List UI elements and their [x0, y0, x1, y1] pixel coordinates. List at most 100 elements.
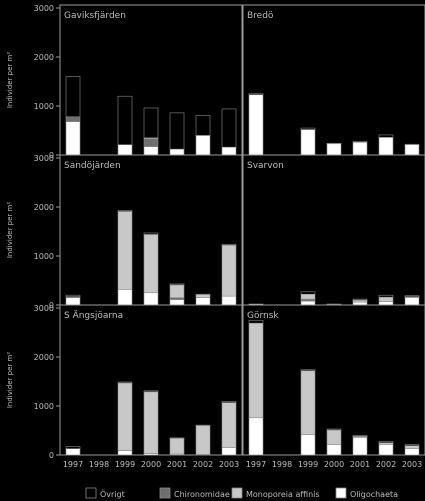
bar-segment-monoporeia-affinis: [195, 425, 211, 455]
bar-segment--vrigt: [300, 369, 316, 372]
bar-segment-oligochaeta: [195, 135, 211, 156]
bar-segment--vrigt: [326, 428, 342, 431]
bar-segment--vrigt: [195, 115, 211, 136]
legend-label: Monoporeia affinis: [246, 490, 320, 499]
y-tick-label: 2000: [34, 203, 54, 212]
x-tick-label: 1998: [272, 460, 292, 469]
bar-segment-oligochaeta: [248, 94, 264, 156]
bar-segment-oligochaeta: [117, 144, 133, 156]
legend-swatch: [335, 487, 347, 499]
bar-segment-oligochaeta: [221, 295, 237, 306]
bar-segment-monoporeia-affinis: [169, 284, 185, 298]
bar-segment-chironomidae: [65, 116, 81, 122]
bar-segment--vrigt: [65, 446, 81, 449]
y-tick-label: 2000: [34, 53, 54, 62]
y-axis-label: Individer per m²: [6, 202, 14, 259]
y-tick-label: 3000: [34, 154, 54, 163]
bar-segment-oligochaeta: [326, 143, 342, 156]
x-tick-label: 1999: [298, 460, 318, 469]
x-tick-label: 2000: [141, 460, 161, 469]
panel-5: S Ängsjöarna 0 1000 2000 3000 Individer per m…: [6, 304, 243, 469]
y-tick-label: 1000: [34, 252, 54, 261]
bar-segment-oligochaeta: [352, 141, 368, 156]
bar-segment--vrigt: [143, 107, 159, 139]
bar-segment-oligochaeta: [117, 289, 133, 306]
legend-swatch: [85, 487, 97, 499]
x-tick-label: 2000: [324, 460, 344, 469]
bar-segment-oligochaeta: [404, 448, 420, 456]
bar-segment-oligochaeta: [378, 301, 394, 306]
bar-segment-oligochaeta: [143, 292, 159, 306]
x-tick-label: 2002: [376, 460, 396, 469]
legend: Övrigt Chironomidae Monoporeia affinis Olig…: [85, 487, 398, 499]
bar-segment-oligochaeta: [143, 146, 159, 156]
bar-segment--vrigt: [65, 76, 81, 118]
bar-segment-monoporeia-affinis: [195, 294, 211, 298]
bar-segment-monoporeia-affinis: [117, 211, 133, 290]
legend-swatch: [159, 487, 171, 499]
y-tick-label: 3000: [34, 304, 54, 313]
bar-segment--vrigt: [117, 381, 133, 384]
y-tick-label: 0: [49, 151, 54, 160]
bar-segment--vrigt: [221, 108, 237, 148]
bar-segment-monoporeia-affinis: [143, 391, 159, 454]
x-tick-label: 1997: [63, 460, 83, 469]
legend-label: Övrigt: [100, 489, 125, 499]
y-tick-label: 3000: [34, 4, 54, 13]
bar-segment-oligochaeta: [300, 434, 316, 456]
legend-label: Oligochaeta: [350, 490, 398, 499]
bar-segment--vrigt: [404, 444, 420, 446]
panel-title: S Ängsjöarna: [64, 310, 123, 321]
bar-segment--vrigt: [143, 232, 159, 235]
bar-segment-monoporeia-affinis: [143, 234, 159, 294]
bar-segment-oligochaeta: [248, 417, 264, 456]
bar-segment-oligochaeta: [300, 129, 316, 156]
bar-segment-monoporeia-affinis: [221, 402, 237, 448]
bar-segment-oligochaeta: [221, 146, 237, 156]
bar-segment-oligochaeta: [352, 437, 368, 456]
bar-segment-oligochaeta: [300, 300, 316, 306]
bar-segment--vrigt: [248, 319, 264, 324]
panel-3: Sandöjärden 0 1000 2000 3000 Individer per m²: [6, 154, 243, 310]
bar-segment-monoporeia-affinis: [248, 322, 264, 419]
bar-segment--vrigt: [300, 127, 316, 130]
y-tick-label: 1000: [34, 102, 54, 111]
bar-segment--vrigt: [404, 295, 420, 297]
y-tick-label: 1000: [34, 402, 54, 411]
bar-segment--vrigt: [378, 134, 394, 138]
bar-segment--vrigt: [169, 283, 185, 286]
bar-segment--vrigt: [352, 298, 368, 301]
bar-segment--vrigt: [117, 95, 133, 146]
y-tick-label: 0: [49, 451, 54, 460]
legend-swatch: [231, 487, 243, 499]
bar-segment-monoporeia-affinis: [300, 370, 316, 435]
bar-segment--vrigt: [378, 440, 394, 444]
panel-1: Gaviksfjärden 0 1000 2000 3000 Individer per …: [6, 4, 243, 160]
bar-segment--vrigt: [169, 112, 185, 150]
panel-grid: Gaviksfjärden 0 1000 2000 3000 Individer per …: [6, 4, 425, 469]
x-tick-label: 1997: [246, 460, 266, 469]
bar-segment--vrigt: [221, 243, 237, 246]
panel-title: Bredö: [247, 11, 274, 21]
x-tick-label: 2001: [167, 460, 187, 469]
x-tick-label: 2001: [350, 460, 370, 469]
bar-segment--vrigt: [378, 294, 394, 298]
bar-segment-chironomidae: [143, 138, 159, 147]
legend-label: Chironomidae: [174, 490, 230, 499]
x-tick-label: 2003: [219, 460, 239, 469]
bar-segment--vrigt: [352, 140, 368, 143]
bar-segment-oligochaeta: [326, 444, 342, 456]
panel-6: Görnsk 1997 1998 1999 2000 2001 2002 2003: [242, 304, 425, 469]
panel-title: Sandöjärden: [64, 161, 121, 171]
bar-segment--vrigt: [248, 93, 264, 96]
bar-segment-monoporeia-affinis: [404, 445, 420, 449]
y-axis-label: Individer per m²: [6, 352, 14, 409]
y-axis-label: Individer per m²: [6, 52, 14, 109]
bar-segment--vrigt: [143, 390, 159, 393]
y-tick-label: 0: [49, 301, 54, 310]
bar-segment-oligochaeta: [169, 299, 185, 306]
bar-segment--vrigt: [117, 210, 133, 212]
bar-segment-monoporeia-affinis: [169, 438, 185, 455]
bar-segment-oligochaeta: [65, 297, 81, 306]
